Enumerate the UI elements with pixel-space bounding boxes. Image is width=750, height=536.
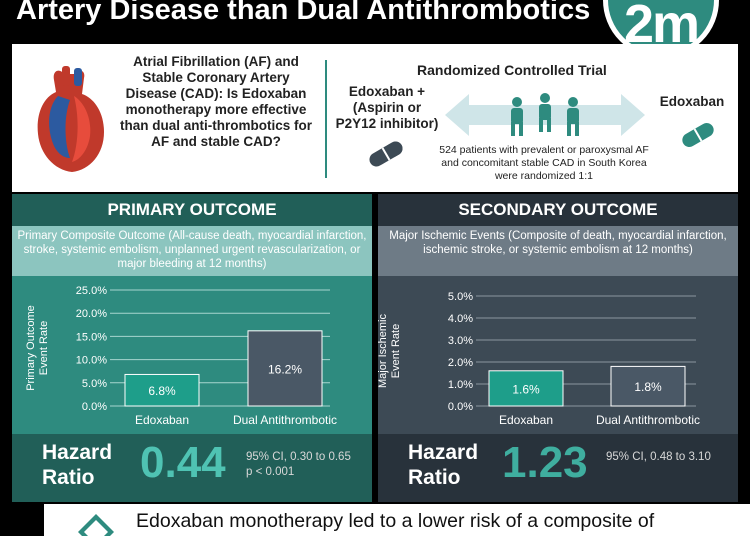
y-tick-label: 3.0% [448,335,473,347]
pill-icon [682,123,714,147]
question-text: Atrial Fibrillation (AF) and Stable Coro… [120,54,312,149]
secondary-outcome-header: SECONDARY OUTCOME [378,194,738,226]
x-category-label: Edoxaban [135,413,189,427]
x-category-label: Edoxaban [499,413,553,427]
y-tick-label: 20.0% [76,308,107,320]
trial-description: 524 patients with prevalent or paroxysma… [439,144,649,182]
primary-outcome-description: Primary Composite Outcome (All-cause dea… [12,226,372,276]
confidence-interval: 95% CI, 0.48 to 3.10 [606,450,711,465]
primary-bar-chart: 0.0% 5.0% 10.0% 15.0% 20.0% 25.0% Primary Outc… [25,285,337,427]
bar-value-label: 6.8% [148,384,176,398]
hazard-ratio-value: 1.23 [502,438,588,487]
heart-icon [37,66,104,172]
secondary-outcome-panel: SECONDARY OUTCOME Major Ischemic Events … [378,194,738,502]
bar-value-label: 1.6% [512,382,540,396]
bar-value-label: 16.2% [268,362,302,376]
conclusion-text: Edoxaban monotherapy led to a lower risk… [136,510,655,532]
y-tick-label: 0.0% [448,401,473,413]
primary-outcome-header: PRIMARY OUTCOME [12,194,372,226]
bar [488,370,564,407]
bar [247,330,323,407]
y-tick-label: 10.0% [76,355,107,367]
trial-title: Randomized Controlled Trial [417,62,607,78]
secondary-outcome-description: Major Ischemic Events (Composite of deat… [378,226,738,276]
primary-hazard-ratio: Hazard Ratio 0.44 95% CI, 0.30 to 0.65 p… [12,434,372,502]
y-axis-label: Primary OutcomeEvent Rate [25,305,50,391]
ci-text: 95% CI, 0.30 to 0.65 [246,451,351,463]
info-panel: Atrial Fibrillation (AF) and Stable Coro… [12,44,738,192]
secondary-bar-chart: 0.0% 1.0% 2.0% 3.0% 4.0% 5.0% Major IschemicEv… [378,291,700,427]
secondary-chart: 0.0% 1.0% 2.0% 3.0% 4.0% 5.0% Major IschemicEv… [378,276,738,434]
primary-chart: 0.0% 5.0% 10.0% 15.0% 20.0% 25.0% Primary Outc… [12,276,372,434]
hazard-ratio-label: Hazard Ratio [408,441,479,489]
primary-outcome-panel: PRIMARY OUTCOME Primary Composite Outcom… [12,194,372,502]
y-tick-label: 4.0% [448,313,473,325]
y-tick-label: 0.0% [82,401,107,413]
confidence-interval: 95% CI, 0.30 to 0.65 p < 0.001 [246,450,351,480]
y-tick-label: 15.0% [76,331,107,343]
hazard-ratio-label: Hazard Ratio [42,441,113,489]
trial-arm-combination: Edoxaban + (Aspirin or P2Y12 inhibitor) [335,84,439,131]
trial-arm-monotherapy: Edoxaban [659,94,725,109]
page-title: Artery Disease than Dual Antithrombotics [16,0,591,26]
y-tick-label: 25.0% [76,285,107,297]
pill-icon [369,141,403,167]
bar [610,365,686,407]
p-value: p < 0.001 [246,466,295,478]
y-axis-label: Major IschemicEvent Rate [378,314,402,388]
ci-text: 95% CI, 0.48 to 3.10 [606,451,711,463]
y-tick-label: 2.0% [448,357,473,369]
x-category-label: Dual Antithrombotic [596,413,700,427]
double-arrow-people-icon [445,93,645,136]
y-tick-label: 5.0% [448,291,473,303]
y-tick-label: 1.0% [448,379,473,391]
bar [124,373,200,407]
y-tick-label: 5.0% [82,378,107,390]
secondary-hazard-ratio: Hazard Ratio 1.23 95% CI, 0.48 to 3.10 [378,434,738,502]
x-category-label: Dual Antithrombotic [233,413,337,427]
hazard-ratio-value: 0.44 [140,438,226,487]
conclusion-banner: Edoxaban monotherapy led to a lower risk… [44,504,750,536]
divider [325,60,327,178]
bar-value-label: 1.8% [634,380,662,394]
diamond-icon [78,514,114,536]
